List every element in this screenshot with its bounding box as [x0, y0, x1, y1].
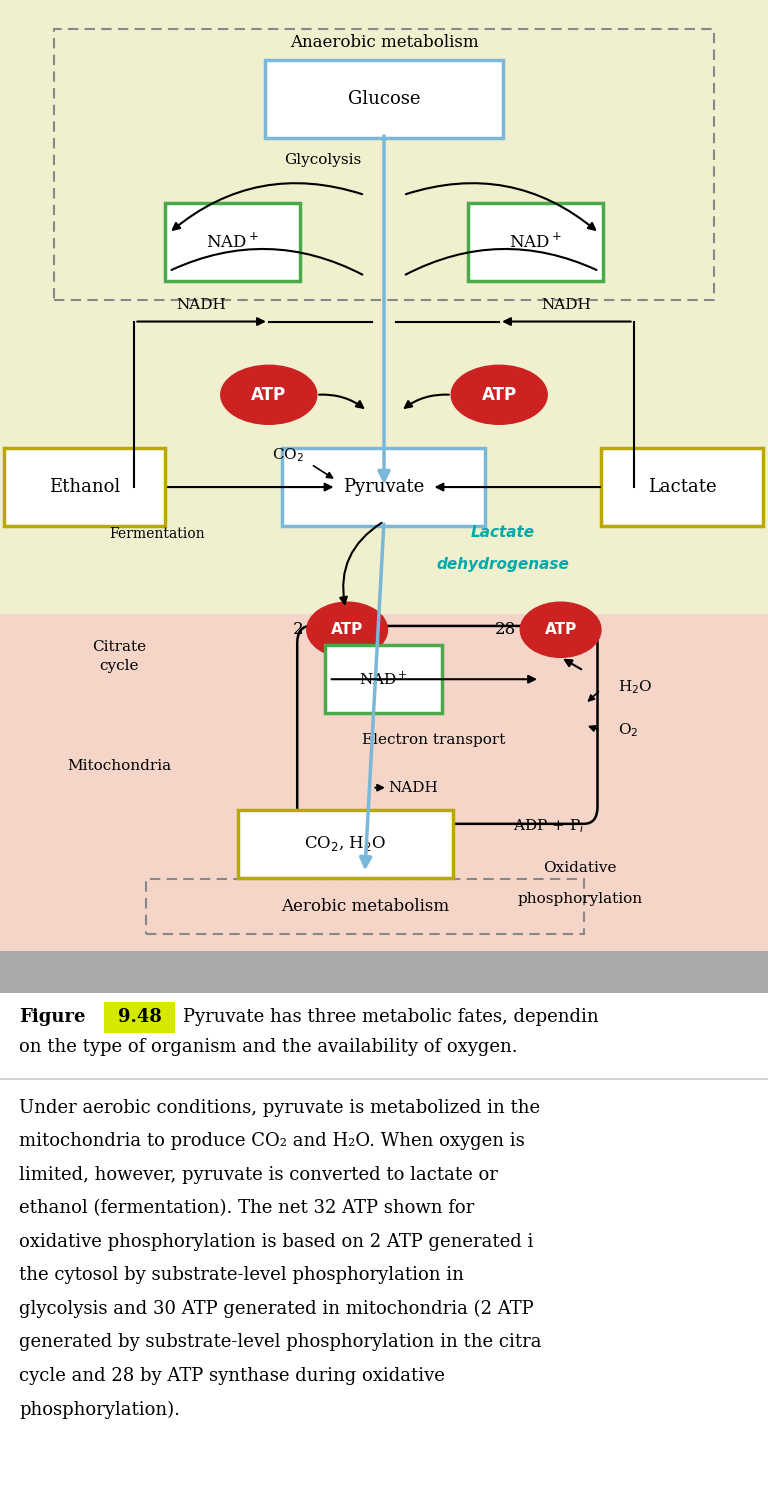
Text: Ethanol: Ethanol — [49, 479, 120, 497]
Text: 2: 2 — [293, 621, 303, 639]
Text: CO$_2$: CO$_2$ — [272, 445, 304, 464]
FancyBboxPatch shape — [282, 448, 485, 525]
FancyBboxPatch shape — [104, 1003, 175, 1033]
Text: oxidative phosphorylation is based on 2 ATP generated i: oxidative phosphorylation is based on 2 … — [19, 1232, 534, 1250]
Text: 28: 28 — [495, 621, 516, 639]
Text: CO$_2$, H$_2$O: CO$_2$, H$_2$O — [304, 835, 387, 853]
Ellipse shape — [307, 602, 387, 657]
Text: Fermentation: Fermentation — [110, 527, 205, 541]
Text: NAD$^+$: NAD$^+$ — [509, 233, 561, 251]
Text: NADH: NADH — [177, 297, 226, 313]
FancyBboxPatch shape — [468, 202, 603, 281]
Text: Citrate
cycle: Citrate cycle — [92, 640, 146, 672]
Text: NADH: NADH — [541, 297, 591, 313]
Text: phosphorylation: phosphorylation — [518, 892, 642, 906]
Text: 9.48: 9.48 — [118, 1009, 162, 1027]
Text: mitochondria to produce CO₂ and H₂O. When oxygen is: mitochondria to produce CO₂ and H₂O. Whe… — [19, 1132, 525, 1151]
Text: Electron transport: Electron transport — [362, 734, 505, 747]
Text: Aerobic metabolism: Aerobic metabolism — [281, 898, 449, 915]
Text: ADP + P$_i$: ADP + P$_i$ — [514, 817, 584, 835]
FancyBboxPatch shape — [0, 951, 768, 994]
Text: glycolysis and 30 ATP generated in mitochondria (2 ATP: glycolysis and 30 ATP generated in mitoc… — [19, 1300, 534, 1318]
Text: Lactate: Lactate — [471, 525, 535, 541]
Text: cycle and 28 by ATP synthase during oxidative: cycle and 28 by ATP synthase during oxid… — [19, 1367, 445, 1385]
Ellipse shape — [452, 365, 547, 424]
Text: Glucose: Glucose — [348, 91, 420, 107]
Text: the cytosol by substrate-level phosphorylation in: the cytosol by substrate-level phosphory… — [19, 1267, 464, 1285]
Text: NADH: NADH — [388, 781, 438, 794]
Text: ATP: ATP — [331, 622, 363, 637]
Ellipse shape — [221, 365, 317, 424]
Text: Mitochondria: Mitochondria — [67, 760, 171, 773]
Text: Under aerobic conditions, pyruvate is metabolized in the: Under aerobic conditions, pyruvate is me… — [19, 1099, 541, 1117]
Text: generated by substrate-level phosphorylation in the citra: generated by substrate-level phosphoryla… — [19, 1333, 541, 1351]
Text: Oxidative: Oxidative — [543, 861, 617, 874]
Text: ATP: ATP — [251, 385, 286, 403]
Text: O$_2$: O$_2$ — [618, 722, 638, 740]
Text: ATP: ATP — [545, 622, 577, 637]
Ellipse shape — [521, 602, 601, 657]
Text: on the type of organism and the availability of oxygen.: on the type of organism and the availabi… — [19, 1039, 518, 1057]
FancyBboxPatch shape — [165, 202, 300, 281]
FancyBboxPatch shape — [0, 951, 768, 1510]
Text: dehydrogenase: dehydrogenase — [436, 557, 570, 572]
Text: phosphorylation).: phosphorylation). — [19, 1400, 180, 1418]
Text: Glycolysis: Glycolysis — [284, 153, 361, 166]
Text: Lactate: Lactate — [647, 479, 717, 497]
Text: Figure: Figure — [19, 1009, 86, 1027]
Text: Anaerobic metabolism: Anaerobic metabolism — [290, 35, 478, 51]
FancyBboxPatch shape — [601, 448, 763, 525]
FancyBboxPatch shape — [4, 448, 165, 525]
Text: ethanol (fermentation). The net 32 ATP shown for: ethanol (fermentation). The net 32 ATP s… — [19, 1199, 475, 1217]
Text: H$_2$O: H$_2$O — [618, 678, 653, 696]
FancyBboxPatch shape — [0, 0, 768, 613]
FancyBboxPatch shape — [325, 645, 442, 713]
Text: Pyruvate: Pyruvate — [343, 479, 425, 497]
FancyBboxPatch shape — [238, 809, 453, 877]
Text: ATP: ATP — [482, 385, 517, 403]
Text: NAD$^+$: NAD$^+$ — [359, 670, 408, 689]
Text: NAD$^+$: NAD$^+$ — [206, 233, 258, 251]
Text: Pyruvate has three metabolic fates, dependin: Pyruvate has three metabolic fates, depe… — [183, 1009, 598, 1027]
Text: limited, however, pyruvate is converted to lactate or: limited, however, pyruvate is converted … — [19, 1166, 498, 1184]
FancyBboxPatch shape — [0, 613, 768, 951]
FancyBboxPatch shape — [265, 60, 503, 137]
